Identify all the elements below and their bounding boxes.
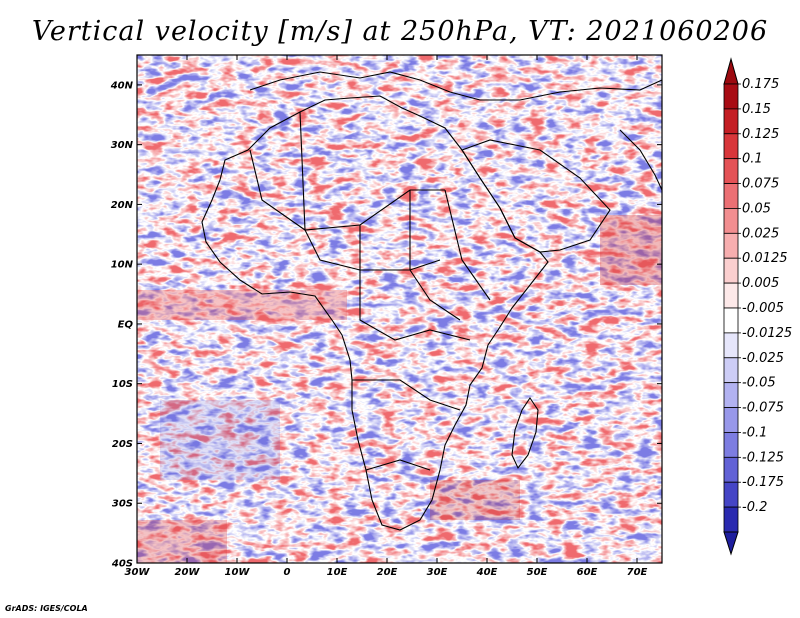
- lon-tick-label: 30E: [427, 567, 448, 578]
- colorbar-swatch: [723, 232, 739, 259]
- colorbar-swatch: [723, 307, 739, 334]
- lon-tick-label: 30W: [125, 567, 151, 578]
- colorbar-swatch: [723, 208, 739, 234]
- map-axes: 30W 20W 10W 0 10E 20E 30E 40E 50E 60E 70E 40N 30N 20N…: [110, 55, 662, 578]
- colorbar-label: -0.2: [742, 500, 767, 515]
- colorbar-swatch: [723, 382, 739, 408]
- lat-tick-label: 20S: [112, 439, 133, 450]
- colorbar-label: 0.125: [742, 127, 779, 142]
- colorbar-label: -0.1: [742, 425, 767, 440]
- colorbar-label: -0.025: [742, 351, 784, 366]
- colorbar-swatch: [723, 133, 739, 160]
- colorbar-bottom-arrow: [723, 531, 739, 556]
- colorbar-label: -0.005: [742, 301, 784, 316]
- colorbar-swatch: [723, 357, 739, 384]
- plot-frame: [136, 54, 663, 564]
- colorbar-top-arrow: [723, 57, 739, 85]
- lat-tick-label: 40S: [111, 559, 133, 570]
- colorbar-swatch: [723, 481, 739, 508]
- colorbar-swatch: [723, 83, 739, 110]
- colorbar: 0.175 0.15 0.125 0.1 0.075 0.05 0.025 0.0125 0.0…: [723, 57, 792, 556]
- colorbar-label: -0.175: [742, 475, 784, 490]
- coastlines: [201, 71, 662, 531]
- lat-tick-label: 40N: [110, 80, 134, 91]
- colorbar-swatch: [723, 257, 739, 284]
- lon-tick-label: 40E: [476, 567, 498, 578]
- lat-tick-label: 20N: [111, 200, 134, 211]
- lon-tick-label: 20E: [377, 567, 398, 578]
- lon-tick-label: 50E: [527, 567, 548, 578]
- colorbar-label: 0.005: [742, 276, 779, 291]
- colorbar-swatch: [723, 407, 739, 433]
- lat-tick-label: 30S: [112, 499, 133, 510]
- colorbar-label: 0.05: [742, 201, 771, 216]
- colorbar-label: -0.05: [742, 376, 776, 391]
- lon-tick-label: 10W: [225, 567, 251, 578]
- lat-tick-label: 10N: [111, 260, 134, 271]
- colorbar-label: 0.075: [742, 177, 779, 192]
- colorbar-swatch: [723, 332, 739, 359]
- lon-tick-label: 70E: [627, 567, 648, 578]
- colorbar-swatch: [723, 506, 739, 533]
- colorbar-swatch: [723, 282, 739, 309]
- lat-tick-label: 10S: [112, 379, 133, 390]
- colorbar-swatch: [723, 183, 739, 209]
- lat-tick-label: 30N: [111, 140, 134, 151]
- lon-tick-label: 20W: [175, 567, 201, 578]
- lat-tick-label: EQ: [118, 319, 134, 330]
- colorbar-label: 0.15: [742, 102, 771, 117]
- colorbar-label: 0.025: [742, 226, 779, 241]
- grads-credit: GrADS: IGES/COLA: [5, 604, 88, 613]
- lon-tick-label: 0: [284, 567, 291, 578]
- colorbar-label: -0.0125: [742, 326, 792, 341]
- lon-tick-label: 60E: [577, 567, 598, 578]
- colorbar-label: 0.175: [742, 77, 779, 92]
- velocity-field: [137, 55, 662, 563]
- colorbar-swatch: [723, 456, 739, 483]
- map-title: Vertical velocity [m/s] at 250hPa, VT: 2…: [31, 16, 769, 47]
- colorbar-swatch: [723, 432, 739, 458]
- colorbar-swatch: [723, 158, 739, 184]
- colorbar-label: 0.0125: [742, 251, 788, 266]
- colorbar-swatch: [723, 108, 739, 135]
- lon-tick-label: 10E: [327, 567, 348, 578]
- colorbar-label: -0.075: [742, 401, 784, 416]
- colorbar-label: 0.1: [742, 152, 763, 167]
- colorbar-label: -0.125: [742, 450, 784, 465]
